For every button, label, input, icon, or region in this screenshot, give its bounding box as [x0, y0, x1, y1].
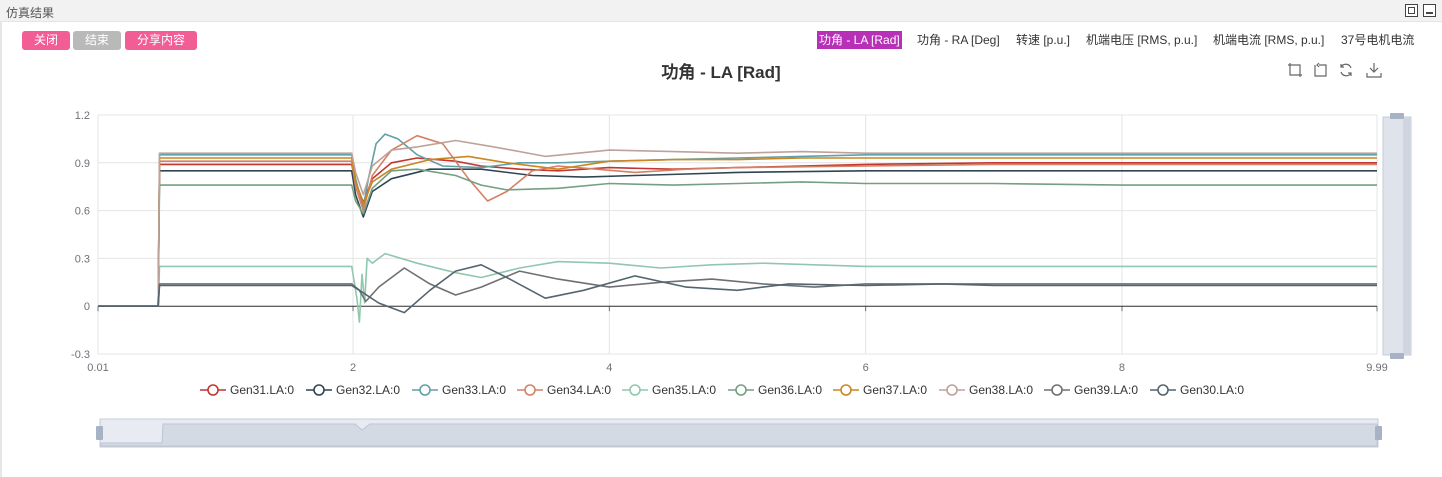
- series-line-gen35[interactable]: [98, 252, 1377, 323]
- maximize-icon[interactable]: [1405, 4, 1418, 17]
- download-icon[interactable]: [1366, 62, 1382, 78]
- legend-label: Gen39.LA:0: [1074, 383, 1139, 397]
- legend-label: Gen30.LA:0: [1180, 383, 1245, 397]
- panel-left-border: [0, 22, 2, 477]
- tab-speed[interactable]: 转速 [p.u.]: [1016, 33, 1071, 47]
- legend-label: Gen32.LA:0: [336, 383, 401, 397]
- y-tick-label: 0.9: [75, 158, 90, 170]
- chart-title: 功角 - LA [Rad]: [661, 63, 781, 82]
- series-line-gen30[interactable]: [98, 264, 1377, 314]
- series-line-gen36[interactable]: [98, 168, 1377, 307]
- legend-label: Gen36.LA:0: [758, 383, 823, 397]
- tab-power-angle-deg[interactable]: 功角 - RA [Deg]: [917, 33, 1000, 47]
- end-button[interactable]: 结束: [73, 31, 121, 50]
- series-line-gen34[interactable]: [98, 134, 1377, 307]
- tab-terminal-voltage[interactable]: 机端电压 [RMS, p.u.]: [1086, 33, 1198, 47]
- close-button[interactable]: 关闭: [22, 31, 70, 50]
- x-tick-label: 8: [1119, 362, 1125, 374]
- series-line-gen37[interactable]: [98, 155, 1377, 307]
- x-tick-label: 4: [606, 362, 612, 374]
- x-tick-label: 6: [863, 362, 869, 374]
- minimize-icon[interactable]: [1423, 4, 1436, 17]
- tab-power-angle-rad[interactable]: 功角 - LA [Rad]: [817, 31, 902, 49]
- y-zoom-preview: [1403, 118, 1410, 354]
- share-button[interactable]: 分享内容: [125, 31, 197, 50]
- legend-label: Gen35.LA:0: [652, 383, 717, 397]
- x-tick-label: 2: [350, 362, 356, 374]
- legend-label: Gen33.LA:0: [442, 383, 507, 397]
- x-zoom-preview: [100, 423, 1378, 447]
- y-tick-label: 0.3: [75, 253, 90, 265]
- y-tick-label: 0: [84, 301, 90, 313]
- y-zoom-handle-bottom[interactable]: [1390, 353, 1404, 359]
- series-line-gen38[interactable]: [98, 139, 1377, 307]
- y-tick-label: -0.3: [71, 349, 90, 361]
- panel-header: 仿真结果: [0, 0, 1442, 22]
- x-zoom-handle-left[interactable]: [96, 426, 103, 440]
- x-tick-label: 0.01: [87, 362, 108, 374]
- y-tick-label: 1.2: [75, 110, 90, 122]
- legend-label: Gen34.LA:0: [547, 383, 612, 397]
- series-line-gen32[interactable]: [98, 168, 1377, 307]
- chart-legend: Gen31.LA:0 Gen32.LA:0 Gen33.LA:0 Gen34.LA:0…: [0, 381, 1442, 399]
- zoom-reset-icon[interactable]: [1312, 62, 1328, 78]
- y-zoom-handle-top[interactable]: [1390, 113, 1404, 119]
- x-zoom-handle-right[interactable]: [1375, 426, 1382, 440]
- tab-motor-37-current[interactable]: 37号电机电流: [1341, 33, 1415, 47]
- tab-terminal-current[interactable]: 机端电流 [RMS, p.u.]: [1213, 33, 1325, 47]
- y-tick-label: 0.6: [75, 206, 90, 218]
- panel-title: 仿真结果: [6, 6, 55, 20]
- legend-label: Gen37.LA:0: [863, 383, 928, 397]
- x-tick-label: 9.99: [1366, 362, 1387, 374]
- zoom-icon[interactable]: [1287, 62, 1303, 78]
- legend-label: Gen38.LA:0: [969, 383, 1034, 397]
- legend-label: Gen31.LA:0: [230, 383, 295, 397]
- restore-icon[interactable]: [1338, 62, 1354, 78]
- series-line-gen39[interactable]: [98, 267, 1377, 307]
